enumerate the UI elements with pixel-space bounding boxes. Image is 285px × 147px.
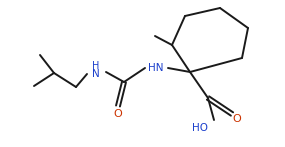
Text: N: N — [92, 69, 100, 79]
Text: O: O — [233, 114, 241, 124]
Text: HN: HN — [148, 63, 164, 73]
Text: H: H — [92, 61, 100, 71]
Text: HO: HO — [192, 123, 208, 133]
Text: O: O — [114, 109, 122, 119]
